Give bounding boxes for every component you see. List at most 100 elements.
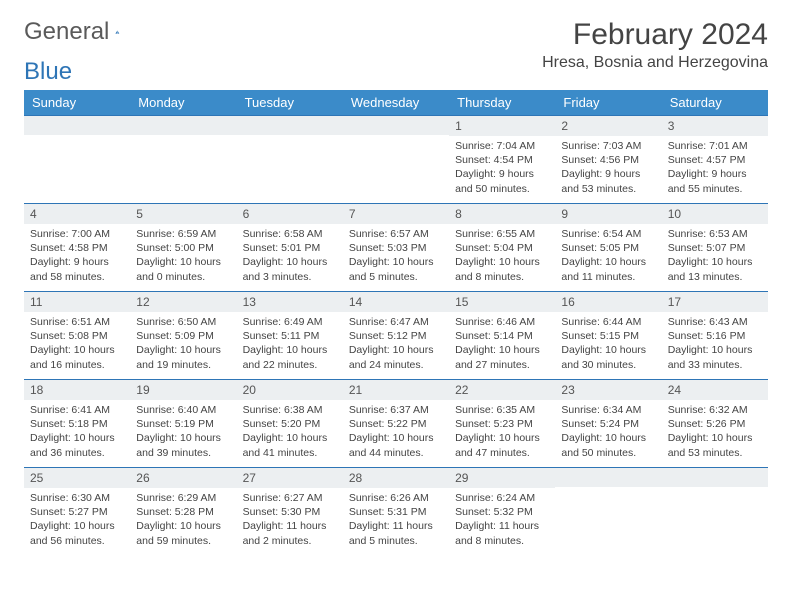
logo: General [24, 18, 143, 46]
day-number: 28 [343, 468, 449, 488]
logo-word1: General [24, 18, 109, 46]
day-number: 2 [555, 116, 661, 136]
day-number: 21 [343, 380, 449, 400]
calendar-day-cell: 3Sunrise: 7:01 AMSunset: 4:57 PMDaylight… [662, 116, 768, 204]
day-number: 16 [555, 292, 661, 312]
day-details: Sunrise: 6:38 AMSunset: 5:20 PMDaylight:… [237, 400, 343, 464]
calendar-day-cell: 29Sunrise: 6:24 AMSunset: 5:32 PMDayligh… [449, 468, 555, 556]
calendar-body: 1Sunrise: 7:04 AMSunset: 4:54 PMDaylight… [24, 116, 768, 556]
calendar-day-cell: 1Sunrise: 7:04 AMSunset: 4:54 PMDaylight… [449, 116, 555, 204]
day-number: 11 [24, 292, 130, 312]
calendar-row: 4Sunrise: 7:00 AMSunset: 4:58 PMDaylight… [24, 204, 768, 292]
day-number: 18 [24, 380, 130, 400]
day-details: Sunrise: 7:04 AMSunset: 4:54 PMDaylight:… [449, 136, 555, 200]
day-details: Sunrise: 6:46 AMSunset: 5:14 PMDaylight:… [449, 312, 555, 376]
blank-day-bar [343, 116, 449, 135]
day-details: Sunrise: 6:35 AMSunset: 5:23 PMDaylight:… [449, 400, 555, 464]
calendar-day-cell: 18Sunrise: 6:41 AMSunset: 5:18 PMDayligh… [24, 380, 130, 468]
day-number: 22 [449, 380, 555, 400]
day-details: Sunrise: 6:59 AMSunset: 5:00 PMDaylight:… [130, 224, 236, 288]
day-details: Sunrise: 6:44 AMSunset: 5:15 PMDaylight:… [555, 312, 661, 376]
weekday-header: Tuesday [237, 90, 343, 116]
weekday-header: Monday [130, 90, 236, 116]
day-number: 6 [237, 204, 343, 224]
day-details: Sunrise: 6:57 AMSunset: 5:03 PMDaylight:… [343, 224, 449, 288]
day-details: Sunrise: 6:53 AMSunset: 5:07 PMDaylight:… [662, 224, 768, 288]
calendar-day-cell: 7Sunrise: 6:57 AMSunset: 5:03 PMDaylight… [343, 204, 449, 292]
weekday-header-row: SundayMondayTuesdayWednesdayThursdayFrid… [24, 90, 768, 116]
day-details: Sunrise: 7:00 AMSunset: 4:58 PMDaylight:… [24, 224, 130, 288]
day-number: 27 [237, 468, 343, 488]
weekday-header: Sunday [24, 90, 130, 116]
day-details: Sunrise: 7:01 AMSunset: 4:57 PMDaylight:… [662, 136, 768, 200]
day-details: Sunrise: 6:51 AMSunset: 5:08 PMDaylight:… [24, 312, 130, 376]
day-details: Sunrise: 6:54 AMSunset: 5:05 PMDaylight:… [555, 224, 661, 288]
day-details: Sunrise: 6:50 AMSunset: 5:09 PMDaylight:… [130, 312, 236, 376]
calendar-day-cell: 24Sunrise: 6:32 AMSunset: 5:26 PMDayligh… [662, 380, 768, 468]
blank-day-bar [662, 468, 768, 487]
day-number: 3 [662, 116, 768, 136]
day-details: Sunrise: 6:55 AMSunset: 5:04 PMDaylight:… [449, 224, 555, 288]
day-number: 5 [130, 204, 236, 224]
day-details: Sunrise: 6:40 AMSunset: 5:19 PMDaylight:… [130, 400, 236, 464]
calendar-day-cell: 27Sunrise: 6:27 AMSunset: 5:30 PMDayligh… [237, 468, 343, 556]
calendar-row: 18Sunrise: 6:41 AMSunset: 5:18 PMDayligh… [24, 380, 768, 468]
calendar-day-cell: 5Sunrise: 6:59 AMSunset: 5:00 PMDaylight… [130, 204, 236, 292]
calendar-empty-cell [130, 116, 236, 204]
day-number: 1 [449, 116, 555, 136]
calendar-day-cell: 4Sunrise: 7:00 AMSunset: 4:58 PMDaylight… [24, 204, 130, 292]
calendar-day-cell: 20Sunrise: 6:38 AMSunset: 5:20 PMDayligh… [237, 380, 343, 468]
calendar-day-cell: 14Sunrise: 6:47 AMSunset: 5:12 PMDayligh… [343, 292, 449, 380]
day-details: Sunrise: 7:03 AMSunset: 4:56 PMDaylight:… [555, 136, 661, 200]
calendar-day-cell: 9Sunrise: 6:54 AMSunset: 5:05 PMDaylight… [555, 204, 661, 292]
calendar-day-cell: 6Sunrise: 6:58 AMSunset: 5:01 PMDaylight… [237, 204, 343, 292]
weekday-header: Saturday [662, 90, 768, 116]
day-number: 4 [24, 204, 130, 224]
day-details: Sunrise: 6:34 AMSunset: 5:24 PMDaylight:… [555, 400, 661, 464]
calendar-day-cell: 17Sunrise: 6:43 AMSunset: 5:16 PMDayligh… [662, 292, 768, 380]
calendar-day-cell: 22Sunrise: 6:35 AMSunset: 5:23 PMDayligh… [449, 380, 555, 468]
weekday-header: Thursday [449, 90, 555, 116]
day-number: 8 [449, 204, 555, 224]
day-details: Sunrise: 6:32 AMSunset: 5:26 PMDaylight:… [662, 400, 768, 464]
weekday-header: Friday [555, 90, 661, 116]
calendar-day-cell: 23Sunrise: 6:34 AMSunset: 5:24 PMDayligh… [555, 380, 661, 468]
day-number: 24 [662, 380, 768, 400]
day-number: 19 [130, 380, 236, 400]
calendar-row: 11Sunrise: 6:51 AMSunset: 5:08 PMDayligh… [24, 292, 768, 380]
day-number: 29 [449, 468, 555, 488]
calendar-day-cell: 12Sunrise: 6:50 AMSunset: 5:09 PMDayligh… [130, 292, 236, 380]
calendar-day-cell: 26Sunrise: 6:29 AMSunset: 5:28 PMDayligh… [130, 468, 236, 556]
day-number: 17 [662, 292, 768, 312]
day-details: Sunrise: 6:41 AMSunset: 5:18 PMDaylight:… [24, 400, 130, 464]
calendar-day-cell: 15Sunrise: 6:46 AMSunset: 5:14 PMDayligh… [449, 292, 555, 380]
calendar-empty-cell [237, 116, 343, 204]
blank-day-bar [555, 468, 661, 487]
logo-word2: Blue [24, 58, 768, 86]
day-details: Sunrise: 6:43 AMSunset: 5:16 PMDaylight:… [662, 312, 768, 376]
day-number: 26 [130, 468, 236, 488]
calendar-empty-cell [662, 468, 768, 556]
blank-day-bar [130, 116, 236, 135]
calendar-day-cell: 8Sunrise: 6:55 AMSunset: 5:04 PMDaylight… [449, 204, 555, 292]
day-details: Sunrise: 6:58 AMSunset: 5:01 PMDaylight:… [237, 224, 343, 288]
day-details: Sunrise: 6:49 AMSunset: 5:11 PMDaylight:… [237, 312, 343, 376]
calendar-day-cell: 21Sunrise: 6:37 AMSunset: 5:22 PMDayligh… [343, 380, 449, 468]
month-title: February 2024 [542, 18, 768, 52]
blank-day-bar [237, 116, 343, 135]
calendar-day-cell: 25Sunrise: 6:30 AMSunset: 5:27 PMDayligh… [24, 468, 130, 556]
weekday-header: Wednesday [343, 90, 449, 116]
day-number: 23 [555, 380, 661, 400]
blank-day-bar [24, 116, 130, 135]
day-number: 20 [237, 380, 343, 400]
day-number: 7 [343, 204, 449, 224]
logo-sail-icon [115, 21, 120, 43]
calendar-day-cell: 11Sunrise: 6:51 AMSunset: 5:08 PMDayligh… [24, 292, 130, 380]
day-number: 14 [343, 292, 449, 312]
calendar-empty-cell [343, 116, 449, 204]
day-details: Sunrise: 6:47 AMSunset: 5:12 PMDaylight:… [343, 312, 449, 376]
calendar-empty-cell [24, 116, 130, 204]
day-details: Sunrise: 6:27 AMSunset: 5:30 PMDaylight:… [237, 488, 343, 552]
calendar-day-cell: 13Sunrise: 6:49 AMSunset: 5:11 PMDayligh… [237, 292, 343, 380]
day-details: Sunrise: 6:30 AMSunset: 5:27 PMDaylight:… [24, 488, 130, 552]
